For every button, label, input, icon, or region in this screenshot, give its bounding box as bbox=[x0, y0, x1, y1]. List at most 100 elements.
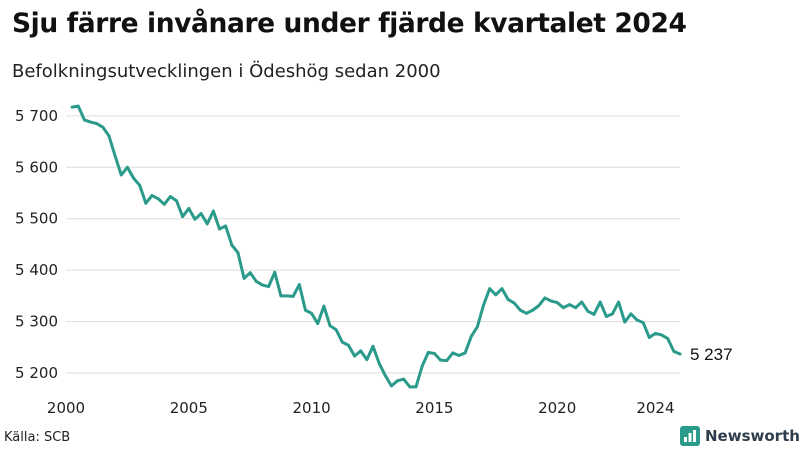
data-point bbox=[586, 309, 590, 313]
data-point bbox=[150, 194, 154, 197]
data-point bbox=[291, 294, 295, 298]
data-point bbox=[279, 294, 283, 298]
data-points bbox=[70, 104, 682, 389]
data-point bbox=[623, 320, 627, 324]
data-point bbox=[322, 304, 326, 308]
data-point bbox=[162, 202, 166, 206]
data-point bbox=[549, 299, 553, 303]
x-tick-label: 2015 bbox=[415, 399, 453, 417]
data-point bbox=[371, 344, 375, 348]
data-point bbox=[101, 125, 105, 129]
data-point bbox=[672, 350, 676, 353]
data-point bbox=[445, 359, 449, 363]
data-point bbox=[242, 276, 246, 280]
data-point bbox=[635, 318, 639, 322]
data-point bbox=[666, 337, 670, 340]
data-point bbox=[83, 118, 86, 122]
data-point bbox=[218, 227, 221, 231]
data-point bbox=[181, 215, 185, 219]
y-tick-label: 5 200 bbox=[15, 364, 58, 382]
data-point bbox=[383, 374, 387, 377]
data-point bbox=[230, 243, 234, 247]
data-point bbox=[629, 312, 633, 316]
data-point bbox=[248, 271, 252, 275]
data-point bbox=[390, 384, 393, 388]
data-point bbox=[678, 352, 682, 356]
x-tick-label: 2005 bbox=[170, 399, 208, 417]
data-point bbox=[285, 294, 289, 298]
data-point bbox=[611, 312, 614, 316]
data-point bbox=[525, 311, 528, 315]
data-point bbox=[408, 385, 412, 389]
data-point bbox=[70, 105, 74, 109]
data-point bbox=[175, 199, 178, 203]
data-point bbox=[531, 308, 535, 312]
data-point bbox=[420, 364, 424, 368]
y-axis-tick-labels: 5 200 5 300 5 400 5 500 5 600 5 700 bbox=[15, 107, 58, 382]
data-point bbox=[641, 321, 645, 324]
data-point bbox=[144, 201, 148, 205]
data-point bbox=[561, 306, 565, 310]
data-point bbox=[187, 207, 191, 210]
data-point bbox=[107, 134, 111, 138]
data-point bbox=[119, 173, 123, 177]
data-point bbox=[261, 283, 264, 287]
data-point bbox=[113, 154, 117, 158]
data-point bbox=[76, 104, 80, 108]
data-point bbox=[574, 306, 578, 310]
newsworthy-logo[interactable]: Newsworthy bbox=[680, 426, 800, 446]
y-tick-label: 5 300 bbox=[15, 313, 58, 331]
data-point bbox=[647, 336, 651, 339]
data-point bbox=[568, 303, 571, 306]
data-point bbox=[604, 315, 608, 318]
data-point bbox=[500, 287, 504, 291]
data-point bbox=[156, 197, 160, 201]
data-point bbox=[414, 385, 418, 389]
y-tick-label: 5 500 bbox=[15, 210, 58, 228]
data-point bbox=[254, 280, 258, 283]
x-tick-label: 2010 bbox=[293, 399, 331, 417]
y-tick-label: 5 400 bbox=[15, 261, 58, 279]
data-point bbox=[132, 176, 135, 180]
data-point bbox=[475, 325, 479, 329]
x-tick-label: 2000 bbox=[47, 399, 85, 417]
data-point bbox=[555, 301, 559, 304]
data-point bbox=[347, 343, 350, 347]
data-point bbox=[402, 377, 406, 381]
data-point bbox=[598, 300, 602, 304]
data-point bbox=[273, 270, 277, 274]
data-point bbox=[543, 296, 547, 300]
data-point bbox=[482, 303, 485, 307]
data-point bbox=[580, 300, 584, 304]
data-point bbox=[297, 283, 301, 286]
data-point bbox=[199, 212, 203, 215]
population-line bbox=[70, 104, 682, 389]
data-point bbox=[512, 301, 516, 305]
data-point bbox=[451, 351, 455, 355]
data-point bbox=[340, 340, 344, 344]
data-point bbox=[488, 287, 492, 291]
data-point bbox=[396, 379, 399, 383]
data-point bbox=[310, 311, 313, 315]
data-point bbox=[433, 352, 436, 355]
y-tick-label: 5 700 bbox=[15, 107, 58, 125]
data-point bbox=[494, 293, 498, 297]
x-axis-tick-labels: 2000 2005 2010 2015 2020 2024 bbox=[47, 399, 675, 417]
data-point bbox=[205, 222, 209, 226]
data-point bbox=[126, 165, 129, 169]
data-point bbox=[365, 358, 369, 362]
end-value-label: 5 237 bbox=[690, 345, 733, 364]
data-point bbox=[316, 322, 320, 326]
data-point bbox=[95, 122, 99, 125]
data-point bbox=[304, 308, 307, 312]
data-point bbox=[377, 361, 381, 365]
y-tick-label: 5 600 bbox=[15, 158, 58, 176]
data-point bbox=[211, 209, 215, 213]
data-point bbox=[506, 298, 510, 301]
data-point bbox=[224, 224, 228, 228]
data-point bbox=[353, 354, 356, 358]
data-point bbox=[328, 324, 332, 328]
source-note: Källa: SCB bbox=[4, 430, 71, 445]
x-tick-label: 2024 bbox=[636, 399, 674, 417]
